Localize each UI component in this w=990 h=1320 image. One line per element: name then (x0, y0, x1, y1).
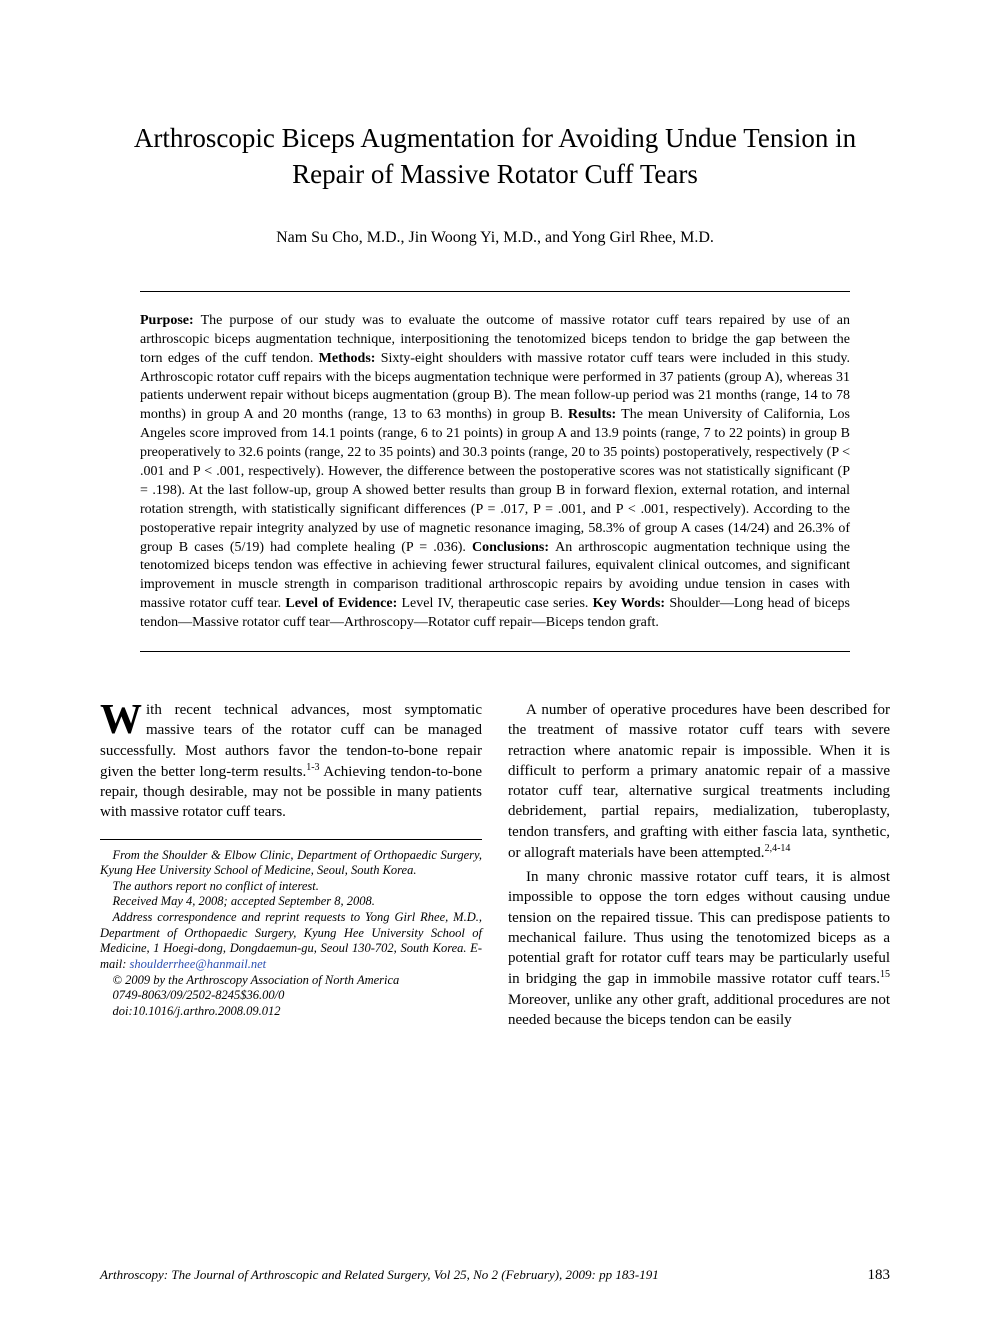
abstract-loe-label: Level of Evidence: (285, 596, 401, 611)
footer-page-number: 183 (868, 1267, 891, 1284)
rule-bottom (140, 651, 850, 652)
abstract-results-label: Results: (568, 407, 621, 422)
affiliation-block: From the Shoulder & Elbow Clinic, Depart… (100, 848, 482, 1020)
article-authors: Nam Su Cho, M.D., Jin Woong Yi, M.D., an… (100, 229, 890, 247)
column-left: With recent technical advances, most sym… (100, 700, 482, 1034)
dropcap: W (100, 700, 146, 739)
affil-from: From the Shoulder & Elbow Clinic, Depart… (100, 848, 482, 879)
ref-2-4-14: 2,4-14 (765, 843, 791, 854)
abstract-loe: Level IV, therapeutic case series. (401, 596, 592, 611)
body-paragraph-3: In many chronic massive rotator cuff tea… (508, 867, 890, 1030)
abstract-text: Purpose: The purpose of our study was to… (140, 312, 850, 633)
body-paragraph-2: A number of operative procedures have be… (508, 700, 890, 863)
article-title: Arthroscopic Biceps Augmentation for Avo… (100, 120, 890, 193)
body-p3a: In many chronic massive rotator cuff tea… (508, 869, 890, 987)
affil-doi: doi:10.1016/j.arthro.2008.09.012 (100, 1004, 482, 1020)
ref-1-3: 1-3 (306, 762, 319, 773)
affil-dates: Received May 4, 2008; accepted September… (100, 894, 482, 910)
affil-copyright: © 2009 by the Arthroscopy Association of… (100, 973, 482, 989)
abstract-methods-label: Methods: (319, 351, 381, 366)
ref-15: 15 (880, 969, 890, 980)
abstract-kw-label: Key Words: (593, 596, 670, 611)
abstract-conclusions-label: Conclusions: (472, 540, 555, 555)
column-right: A number of operative procedures have be… (508, 700, 890, 1034)
abstract-block: Purpose: The purpose of our study was to… (140, 312, 850, 633)
affil-issn: 0749-8063/09/2502-8245$36.00/0 (100, 988, 482, 1004)
affil-correspondence: Address correspondence and reprint reque… (100, 910, 482, 973)
abstract-purpose-label: Purpose: (140, 313, 201, 328)
affil-conflict: The authors report no conflict of intere… (100, 879, 482, 895)
body-p3b: Moreover, unlike any other graft, additi… (508, 992, 890, 1028)
page-footer: Arthroscopy: The Journal of Arthroscopic… (100, 1267, 890, 1284)
body-columns: With recent technical advances, most sym… (100, 700, 890, 1034)
body-paragraph-1: With recent technical advances, most sym… (100, 700, 482, 823)
body-p2a: A number of operative procedures have be… (508, 702, 890, 861)
footer-journal: Arthroscopy: The Journal of Arthroscopic… (100, 1267, 659, 1283)
abstract-results: The mean University of California, Los A… (140, 407, 850, 554)
rule-top (140, 291, 850, 292)
affil-email-link[interactable]: shoulderrhee@hanmail.net (130, 957, 267, 971)
affil-rule (100, 839, 482, 840)
